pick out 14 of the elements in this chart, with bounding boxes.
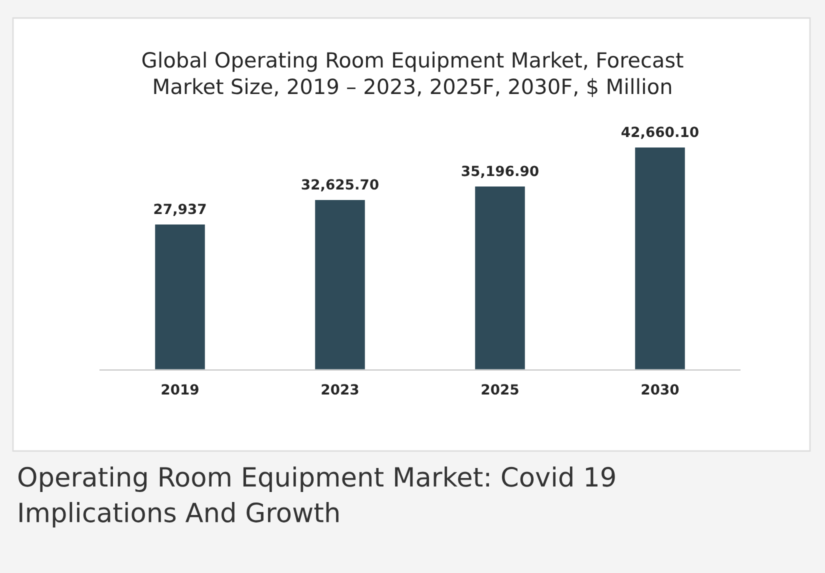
data-label: 27,937 <box>154 204 206 216</box>
x-tick-label: 2023 <box>322 384 358 395</box>
chart-title: Global Operating Room Equipment Market, Forecast Market Size, 2019 – 2023, 2025F, 2030F, $ Million <box>142 52 684 98</box>
bar <box>634 146 686 370</box>
data-label: 32,625.70 <box>302 179 378 192</box>
data-label: 35,196.90 <box>462 166 538 178</box>
x-tick-label: 2030 <box>642 384 679 395</box>
data-label: 42,660.10 <box>622 126 698 139</box>
bar <box>314 198 366 370</box>
x-tick-label: 2019 <box>162 384 198 395</box>
bar <box>154 223 206 370</box>
bar <box>474 185 526 370</box>
text: Operating Room Equipment Market: Covid 19 Implications And Growth <box>18 466 615 528</box>
x-tick-label: 2025 <box>482 384 518 395</box>
